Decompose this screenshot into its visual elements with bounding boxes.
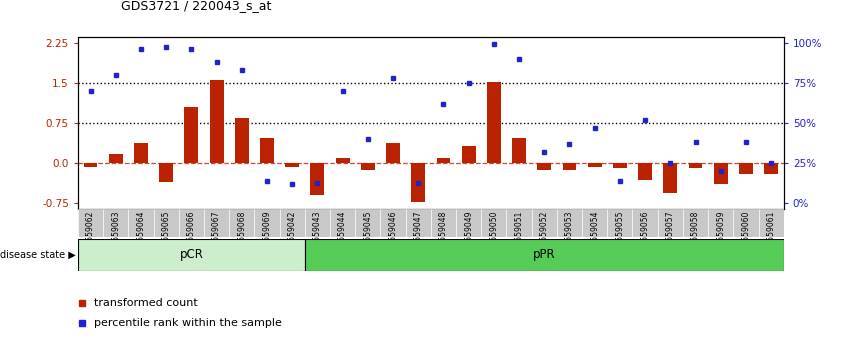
Bar xyxy=(134,143,148,163)
Text: GSM559064: GSM559064 xyxy=(137,210,145,257)
Text: GSM559056: GSM559056 xyxy=(641,210,650,257)
Text: pPR: pPR xyxy=(533,249,556,261)
Bar xyxy=(663,163,677,193)
Text: GSM559059: GSM559059 xyxy=(716,210,725,257)
Text: GSM559062: GSM559062 xyxy=(86,210,95,257)
Bar xyxy=(657,209,683,237)
Bar xyxy=(714,163,727,184)
Bar xyxy=(487,82,501,163)
Bar xyxy=(759,209,784,237)
Bar xyxy=(537,163,551,170)
Bar xyxy=(708,209,734,237)
Bar xyxy=(588,163,602,167)
Bar xyxy=(103,209,128,237)
Bar xyxy=(109,154,123,163)
Text: GSM559066: GSM559066 xyxy=(187,210,196,257)
Bar xyxy=(386,143,400,163)
Bar xyxy=(361,163,375,170)
Bar xyxy=(563,163,577,170)
Bar xyxy=(78,239,305,271)
Bar xyxy=(557,209,582,237)
Bar xyxy=(632,209,657,237)
Bar xyxy=(456,209,481,237)
Text: transformed count: transformed count xyxy=(94,298,197,308)
Bar xyxy=(260,137,274,163)
Bar xyxy=(613,163,627,168)
Bar xyxy=(285,163,299,167)
Bar xyxy=(153,209,178,237)
Bar xyxy=(734,209,759,237)
Text: disease state ▶: disease state ▶ xyxy=(0,250,75,260)
Bar xyxy=(411,163,425,202)
Bar xyxy=(739,163,753,174)
Text: GSM559047: GSM559047 xyxy=(414,210,423,257)
Bar xyxy=(683,209,708,237)
Bar xyxy=(430,209,456,237)
Bar xyxy=(229,209,255,237)
Bar xyxy=(436,159,450,163)
Bar xyxy=(405,209,430,237)
Text: GSM559055: GSM559055 xyxy=(616,210,624,257)
Text: GSM559048: GSM559048 xyxy=(439,210,448,257)
Bar xyxy=(462,146,475,163)
Bar xyxy=(184,107,198,163)
Bar xyxy=(305,209,330,237)
Bar xyxy=(84,163,98,167)
Text: GSM559049: GSM559049 xyxy=(464,210,473,257)
Bar xyxy=(336,159,350,163)
Text: GSM559057: GSM559057 xyxy=(666,210,675,257)
Text: GSM559068: GSM559068 xyxy=(237,210,246,257)
Text: GSM559058: GSM559058 xyxy=(691,210,700,257)
Text: GSM559051: GSM559051 xyxy=(514,210,524,257)
Bar xyxy=(688,163,702,168)
Text: GSM559044: GSM559044 xyxy=(338,210,347,257)
Bar xyxy=(178,209,204,237)
Bar xyxy=(255,209,280,237)
Text: GSM559069: GSM559069 xyxy=(262,210,271,257)
Text: GSM559067: GSM559067 xyxy=(212,210,221,257)
Text: GSM559052: GSM559052 xyxy=(540,210,549,257)
Bar xyxy=(78,209,103,237)
Text: GSM559042: GSM559042 xyxy=(288,210,297,257)
Bar xyxy=(280,209,305,237)
Bar xyxy=(481,209,507,237)
Bar xyxy=(235,118,249,163)
Bar xyxy=(355,209,380,237)
Text: GSM559046: GSM559046 xyxy=(389,210,397,257)
Bar xyxy=(582,209,607,237)
Bar xyxy=(764,163,778,174)
Bar xyxy=(330,209,355,237)
Text: GDS3721 / 220043_s_at: GDS3721 / 220043_s_at xyxy=(121,0,272,12)
Bar xyxy=(305,239,784,271)
Text: percentile rank within the sample: percentile rank within the sample xyxy=(94,318,281,329)
Text: GSM559053: GSM559053 xyxy=(565,210,574,257)
Bar xyxy=(128,209,153,237)
Bar xyxy=(210,80,223,163)
Text: GSM559050: GSM559050 xyxy=(489,210,498,257)
Text: GSM559063: GSM559063 xyxy=(111,210,120,257)
Text: GSM559060: GSM559060 xyxy=(741,210,751,257)
Bar xyxy=(532,209,557,237)
Text: pCR: pCR xyxy=(179,249,204,261)
Bar xyxy=(512,137,526,163)
Bar xyxy=(607,209,632,237)
Text: GSM559061: GSM559061 xyxy=(766,210,776,257)
Bar xyxy=(311,163,325,195)
Text: GSM559065: GSM559065 xyxy=(162,210,171,257)
Bar xyxy=(159,163,173,182)
Text: GSM559054: GSM559054 xyxy=(591,210,599,257)
Text: GSM559045: GSM559045 xyxy=(364,210,372,257)
Bar xyxy=(380,209,405,237)
Bar xyxy=(638,163,652,181)
Bar xyxy=(204,209,229,237)
Text: GSM559043: GSM559043 xyxy=(313,210,322,257)
Bar xyxy=(507,209,532,237)
